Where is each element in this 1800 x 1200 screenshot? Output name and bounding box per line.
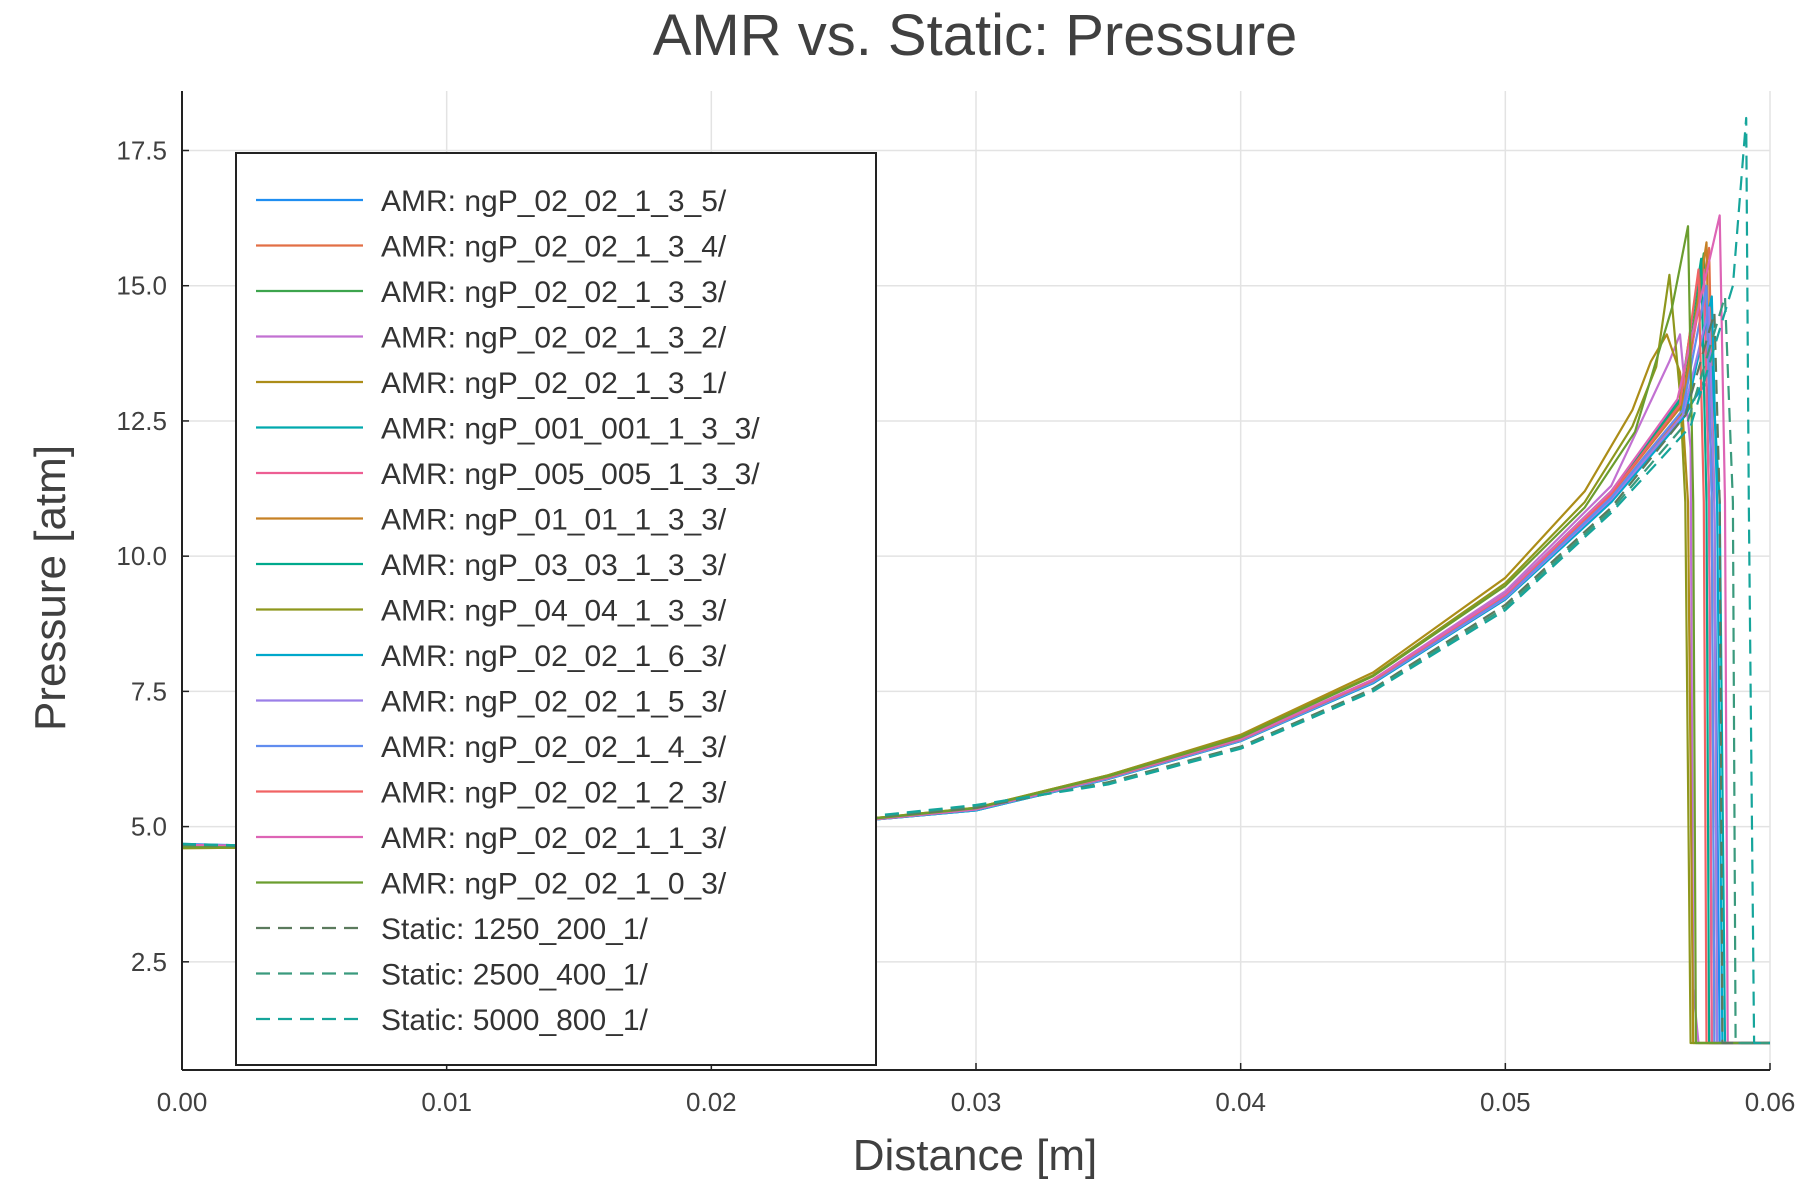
legend-label: Static: 1250_200_1/ (381, 913, 649, 946)
y-tick-label: 17.5 (116, 135, 167, 165)
legend-label: AMR: ngP_02_02_1_3_1/ (381, 367, 727, 400)
y-tick-label: 5.0 (131, 812, 167, 842)
x-tick-label: 0.06 (1745, 1087, 1796, 1117)
legend-label: AMR: ngP_03_03_1_3_3/ (381, 549, 727, 582)
legend-label: Static: 5000_800_1/ (381, 1004, 649, 1037)
y-tick-label: 12.5 (116, 406, 167, 436)
y-tick-label: 7.5 (131, 676, 167, 706)
legend-label: AMR: ngP_02_02_1_3_4/ (381, 231, 727, 264)
x-tick-label: 0.05 (1480, 1087, 1531, 1117)
y-tick-label: 15.0 (116, 271, 167, 301)
legend-label: Static: 2500_400_1/ (381, 959, 649, 992)
legend-label: AMR: ngP_02_02_1_5_3/ (381, 686, 727, 719)
legend-label: AMR: ngP_04_04_1_3_3/ (381, 595, 727, 628)
x-tick-label: 0.00 (157, 1087, 208, 1117)
legend-label: AMR: ngP_02_02_1_1_3/ (381, 822, 727, 855)
legend-label: AMR: ngP_02_02_1_4_3/ (381, 731, 727, 764)
legend-label: AMR: ngP_005_005_1_3_3/ (381, 458, 760, 491)
legend-label: AMR: ngP_02_02_1_6_3/ (381, 640, 727, 673)
legend-label: AMR: ngP_02_02_1_3_5/ (381, 185, 727, 218)
y-axis-label: Pressure [atm] (26, 445, 75, 731)
legend-label: AMR: ngP_001_001_1_3_3/ (381, 413, 760, 446)
y-tick-label: 10.0 (116, 541, 167, 571)
x-axis-label: Distance [m] (853, 1131, 1098, 1180)
legend-label: AMR: ngP_02_02_1_2_3/ (381, 777, 727, 810)
legend: AMR: ngP_02_02_1_3_5/AMR: ngP_02_02_1_3_… (235, 152, 877, 1066)
x-tick-label: 0.04 (1215, 1087, 1266, 1117)
legend-label: AMR: ngP_02_02_1_0_3/ (381, 868, 727, 901)
legend-label: AMR: ngP_01_01_1_3_3/ (381, 504, 727, 537)
legend-label: AMR: ngP_02_02_1_3_2/ (381, 322, 727, 355)
chart-title: AMR vs. Static: Pressure (653, 3, 1298, 68)
x-tick-label: 0.01 (421, 1087, 472, 1117)
y-tick-label: 2.5 (131, 947, 167, 977)
legend-label: AMR: ngP_02_02_1_3_3/ (381, 276, 727, 309)
x-tick-label: 0.03 (951, 1087, 1002, 1117)
x-tick-label: 0.02 (686, 1087, 737, 1117)
axes: 0.00 0.01 0.02 0.03 0.04 0.05 0.06 2.5 5.0 7.5 10.… (116, 91, 1795, 1117)
